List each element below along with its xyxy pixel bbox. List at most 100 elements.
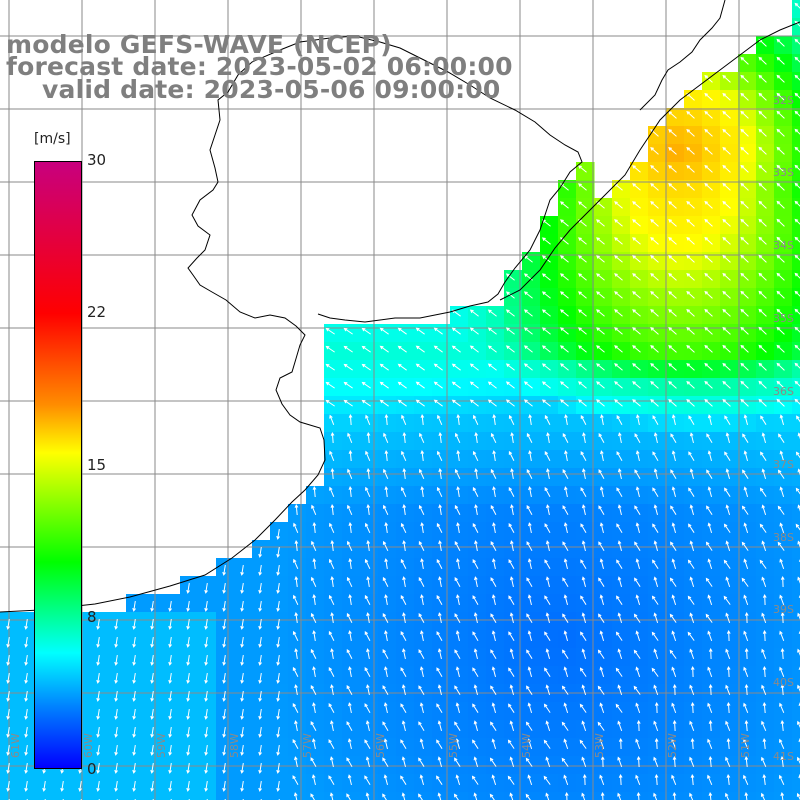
wind-arrow bbox=[240, 690, 244, 702]
wind-arrow bbox=[437, 720, 442, 732]
wind-arrow bbox=[330, 684, 334, 696]
wind-arrow bbox=[758, 128, 767, 137]
wind-arrow bbox=[596, 363, 605, 371]
wind-arrow bbox=[258, 636, 262, 648]
wind-arrow bbox=[258, 546, 262, 558]
wind-arrow bbox=[294, 612, 299, 624]
wind-arrow bbox=[617, 468, 622, 480]
wind-arrow bbox=[114, 618, 118, 630]
wind-cell bbox=[270, 792, 289, 804]
wind-cell bbox=[792, 630, 800, 649]
wind-arrow bbox=[418, 649, 425, 659]
wind-arrow bbox=[722, 398, 731, 407]
wind-arrow bbox=[382, 721, 389, 731]
wind-arrow bbox=[740, 272, 749, 281]
wind-arrow bbox=[704, 398, 713, 407]
wind-arrow bbox=[527, 702, 533, 714]
wind-arrow bbox=[722, 290, 731, 299]
wind-arrow bbox=[348, 594, 352, 606]
wind-cell bbox=[792, 648, 800, 667]
wind-cell bbox=[792, 72, 800, 91]
wind-arrow bbox=[258, 672, 262, 684]
wind-arrow bbox=[258, 726, 262, 738]
wind-arrow bbox=[686, 344, 695, 353]
wind-arrow bbox=[433, 399, 443, 407]
wind-arrow bbox=[132, 744, 136, 756]
wind-arrow bbox=[759, 559, 767, 569]
wind-arrow bbox=[562, 649, 569, 659]
wind-arrow bbox=[258, 618, 262, 630]
wind-arrow bbox=[743, 486, 749, 498]
wind-arrow bbox=[384, 594, 388, 606]
wind-arrow bbox=[96, 672, 100, 684]
wind-arrow bbox=[776, 128, 785, 137]
wind-arrow bbox=[329, 450, 335, 462]
wind-arrow bbox=[505, 327, 515, 335]
wind-arrow bbox=[704, 344, 713, 353]
wind-arrow bbox=[761, 720, 767, 732]
wind-arrow bbox=[724, 451, 731, 461]
wind-arrow bbox=[492, 558, 496, 570]
wind-arrow bbox=[722, 182, 731, 191]
wind-arrow bbox=[472, 522, 479, 534]
wind-arrow bbox=[541, 381, 551, 389]
wind-arrow bbox=[798, 702, 800, 707]
wind-arrow bbox=[762, 701, 767, 714]
wind-arrow bbox=[704, 110, 713, 119]
wind-arrow bbox=[312, 485, 317, 498]
wind-arrow bbox=[686, 254, 695, 263]
wind-arrow bbox=[382, 612, 389, 624]
wind-arrow bbox=[490, 721, 497, 731]
wind-arrow bbox=[794, 398, 800, 405]
wind-arrow bbox=[722, 146, 731, 155]
wind-arrow bbox=[672, 719, 677, 732]
wind-arrows bbox=[6, 2, 800, 804]
wind-arrow bbox=[744, 683, 749, 696]
wind-arrow bbox=[415, 345, 425, 353]
wind-arrow bbox=[762, 738, 767, 750]
wind-arrow bbox=[528, 522, 532, 534]
wind-arrow bbox=[400, 703, 407, 713]
wind-arrow bbox=[578, 381, 587, 389]
wind-arrow bbox=[740, 380, 749, 389]
wind-arrow bbox=[276, 708, 280, 720]
wind-arrow bbox=[635, 702, 641, 714]
wind-arrow bbox=[491, 774, 497, 786]
wind-arrow bbox=[794, 164, 800, 171]
wind-arrow bbox=[6, 690, 10, 702]
wind-arrow bbox=[204, 672, 208, 684]
wind-arrow bbox=[740, 218, 749, 227]
colorbar-tick-15: 15 bbox=[87, 456, 107, 474]
wind-arrow bbox=[636, 755, 641, 768]
wind-arrow bbox=[361, 363, 371, 371]
wind-arrow bbox=[758, 308, 767, 317]
wind-arrow bbox=[469, 327, 479, 335]
wind-arrow bbox=[150, 672, 154, 684]
wind-cell bbox=[792, 504, 800, 523]
wind-arrow bbox=[653, 756, 659, 768]
wind-arrow bbox=[759, 487, 767, 497]
wind-arrow bbox=[454, 757, 461, 767]
wind-arrow bbox=[365, 486, 371, 498]
wind-arrow bbox=[527, 666, 533, 678]
wind-arrow bbox=[383, 432, 389, 444]
wind-arrow bbox=[704, 380, 713, 389]
wind-arrow bbox=[686, 326, 695, 335]
wind-arrow bbox=[689, 576, 695, 588]
wind-arrow bbox=[42, 780, 46, 792]
wind-arrow bbox=[401, 450, 407, 462]
wind-arrow bbox=[311, 540, 317, 552]
wind-arrow bbox=[472, 595, 479, 605]
wind-arrow bbox=[761, 468, 767, 480]
wind-arrow bbox=[582, 773, 587, 786]
wind-cell bbox=[378, 792, 397, 804]
wind-arrow bbox=[397, 345, 407, 353]
lat-label: 34S bbox=[773, 239, 794, 252]
wind-arrow bbox=[420, 414, 425, 426]
wind-arrow bbox=[382, 685, 389, 695]
wind-arrow bbox=[776, 74, 785, 83]
wind-arrow bbox=[384, 666, 388, 678]
wind-arrow bbox=[150, 708, 154, 720]
wind-arrow bbox=[365, 414, 371, 426]
wind-arrow bbox=[544, 667, 551, 677]
